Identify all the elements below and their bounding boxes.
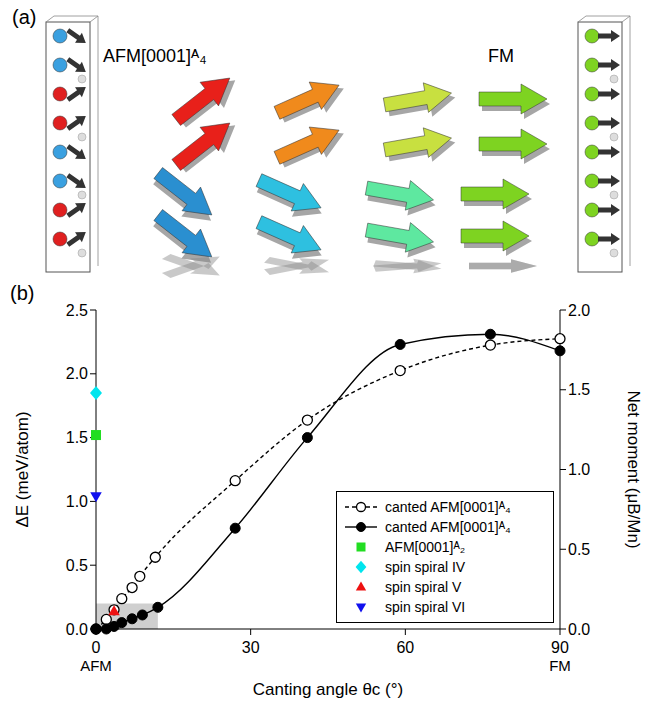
svg-text:(a): (a) [12, 6, 36, 28]
svg-text:0: 0 [92, 639, 101, 656]
svg-text:0.0: 0.0 [66, 621, 88, 638]
svg-text:ΔE (meV/atom): ΔE (meV/atom) [13, 411, 32, 527]
svg-text:30: 30 [242, 639, 260, 656]
svg-text:2.0: 2.0 [66, 365, 88, 382]
html-text:canted AFM[0001]ᴬ₄: canted AFM[0001]ᴬ₄ [385, 499, 511, 515]
svg-text:2.0: 2.0 [568, 302, 590, 319]
svg-text:0.5: 0.5 [568, 541, 590, 558]
svg-text:AFM: AFM [80, 657, 112, 674]
html-text:spin spiral V: spin spiral V [385, 579, 462, 595]
svg-text:Canting angle θc (°): Canting angle θc (°) [253, 680, 403, 699]
svg-text:60: 60 [396, 639, 414, 656]
html-text:spin spiral IV: spin spiral IV [385, 559, 466, 575]
html-text:canted AFM[0001]ᴬ₄: canted AFM[0001]ᴬ₄ [385, 519, 511, 535]
svg-text:0.0: 0.0 [568, 621, 590, 638]
svg-text:90: 90 [551, 639, 569, 656]
svg-text:2.5: 2.5 [66, 302, 88, 319]
html-text:(b): (b) [10, 282, 35, 304]
svg-text:1.5: 1.5 [568, 381, 590, 398]
svg-text:1.0: 1.0 [66, 493, 88, 510]
svg-text:1.5: 1.5 [66, 429, 88, 446]
html-text:spin spiral VI: spin spiral VI [385, 599, 466, 615]
html-text:AFM[0001]ᴬ₂: AFM[0001]ᴬ₂ [385, 539, 466, 555]
svg-text:Net moment (μB/Mn): Net moment (μB/Mn) [624, 390, 643, 548]
svg-text:FM: FM [488, 46, 514, 66]
svg-text:1.0: 1.0 [568, 461, 590, 478]
svg-text:FM: FM [549, 657, 571, 674]
svg-text:AFM[0001]ᴬ₄: AFM[0001]ᴬ₄ [103, 46, 207, 66]
svg-text:0.5: 0.5 [66, 557, 88, 574]
